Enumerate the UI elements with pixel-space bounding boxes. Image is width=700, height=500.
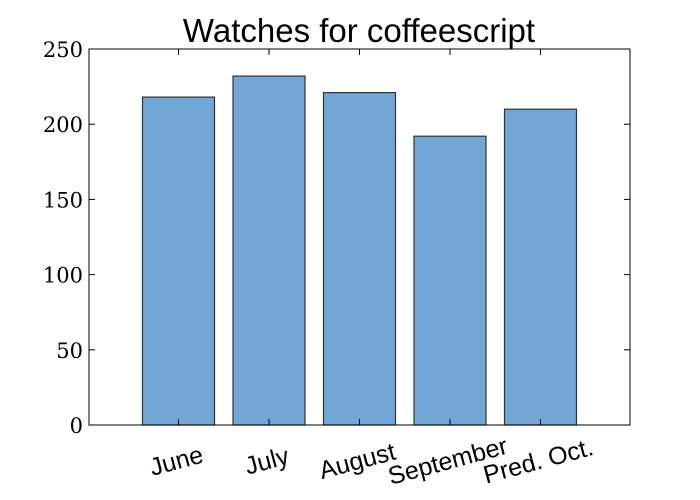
bar-september: [413, 135, 487, 426]
chart-title: Watches for coffeescript: [183, 12, 535, 49]
y-tick-label: 0: [70, 414, 83, 438]
x-tick-label: July: [242, 442, 293, 481]
bar-july: [232, 75, 306, 426]
x-tick-label: June: [147, 441, 207, 482]
bar-june: [141, 96, 216, 426]
bar-pred-oct: [503, 108, 578, 426]
bars-group: [141, 75, 578, 426]
y-tick-label: 150: [43, 188, 83, 212]
y-tick-label: 250: [43, 38, 83, 62]
y-tick-label: 200: [43, 113, 83, 137]
y-tick-label: 50: [56, 339, 83, 363]
bar-august: [322, 91, 397, 426]
y-axis-ticks: 0 50 100 150 200 250: [43, 38, 630, 438]
x-tick-label: August: [316, 438, 398, 485]
y-tick-label: 100: [43, 264, 83, 288]
